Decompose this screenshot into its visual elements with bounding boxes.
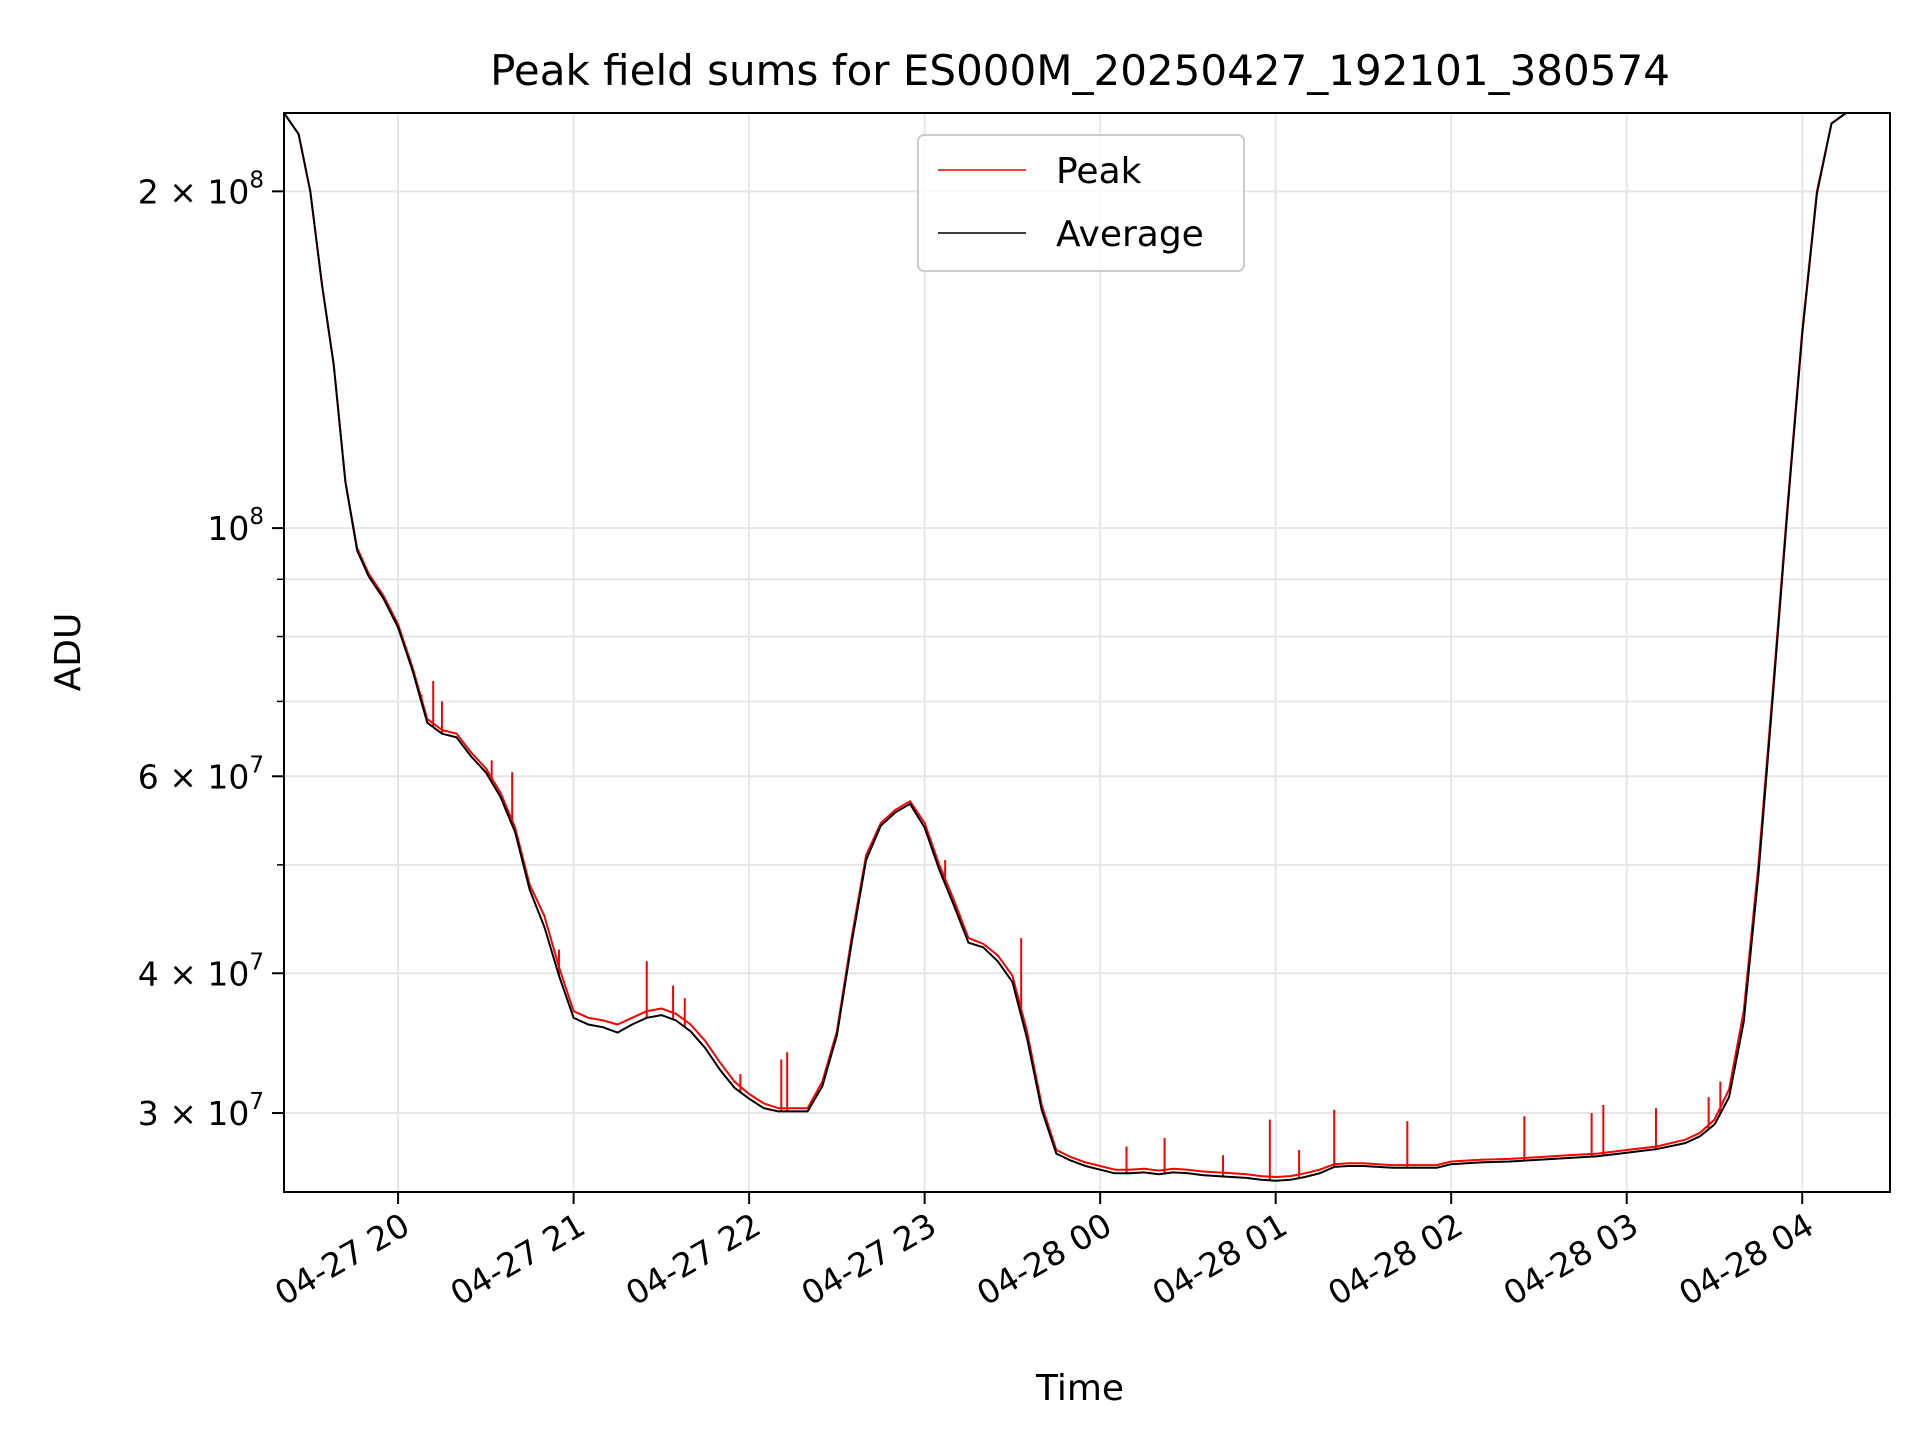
- chart-title: Peak field sums for ES000M_20250427_1921…: [490, 46, 1670, 95]
- y-tick-label: 6 × 107: [138, 752, 264, 796]
- y-tick-label: 3 × 107: [138, 1089, 264, 1133]
- x-axis-label: Time: [1035, 1368, 1124, 1409]
- legend-label-peak: Peak: [1056, 151, 1142, 192]
- y-axis: 3 × 107 4 × 107 6 × 107 108 2 × 108: [138, 167, 284, 1133]
- y-axis-label: ADU: [48, 613, 89, 692]
- y-tick-label: 4 × 107: [138, 949, 264, 993]
- grid: [284, 113, 1890, 1192]
- legend-label-average: Average: [1056, 214, 1204, 255]
- plot-frame: [283, 112, 1891, 1193]
- plot-area: [283, 112, 1890, 1182]
- legend: Peak Average: [917, 134, 1245, 272]
- legend-box: [917, 134, 1245, 272]
- series-line-average: [283, 112, 1890, 1182]
- y-tick-label: 2 × 108: [138, 167, 264, 211]
- y-tick-label: 108: [207, 504, 264, 548]
